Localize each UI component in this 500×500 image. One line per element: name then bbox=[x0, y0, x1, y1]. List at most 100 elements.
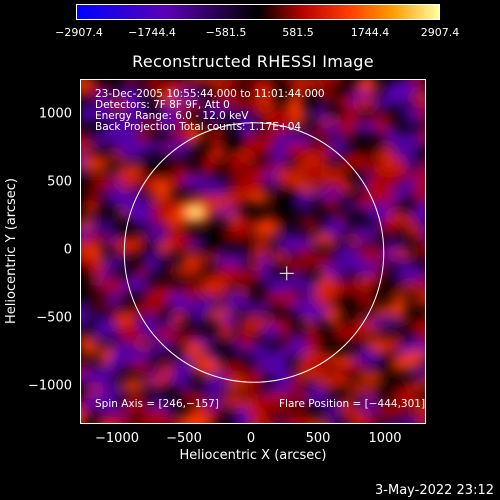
heatmap-blob bbox=[116, 139, 148, 160]
heatmap-blob bbox=[354, 275, 380, 288]
x-tick-label: −1000 bbox=[95, 431, 139, 446]
heatmap-blob bbox=[388, 248, 418, 259]
heatmap-blob bbox=[252, 239, 274, 252]
heatmap-blob bbox=[204, 80, 230, 88]
heatmap-blob bbox=[141, 408, 173, 423]
flare-position-text: Flare Position = [−444,301] bbox=[279, 398, 426, 410]
heatmap-blob bbox=[330, 291, 365, 317]
heatmap-blob bbox=[225, 223, 246, 241]
heatmap-blob bbox=[92, 317, 118, 342]
y-tick-label: 500 bbox=[47, 174, 72, 190]
x-tick-label: 1000 bbox=[368, 431, 402, 446]
heatmap-blob bbox=[237, 113, 256, 138]
heatmap-blob bbox=[391, 293, 408, 320]
heatmap-blob bbox=[108, 80, 126, 96]
heatmap-blob bbox=[168, 296, 197, 314]
heatmap-blob bbox=[393, 392, 411, 418]
heatmap-blob bbox=[112, 235, 142, 257]
heatmap-blob bbox=[188, 255, 211, 268]
heatmap-blob bbox=[214, 252, 248, 270]
annotation-method-counts: Back Projection Total counts: 1.17E+04 bbox=[95, 121, 302, 133]
chart-title: Reconstructed RHESSI Image bbox=[132, 52, 374, 71]
heatmap-blob bbox=[103, 255, 127, 270]
heatmap-blob bbox=[126, 361, 155, 374]
heatmap-blob bbox=[81, 393, 115, 412]
heatmap-blob bbox=[298, 304, 333, 323]
plot-timestamp: 3-May-2022 23:12 bbox=[375, 483, 494, 498]
colorbar-tick-label: −2907.4 bbox=[55, 26, 103, 39]
heatmap-blob bbox=[318, 88, 336, 103]
heatmap-blob bbox=[393, 354, 417, 372]
heatmap-blob bbox=[307, 389, 331, 405]
heatmap-blob bbox=[81, 336, 99, 358]
heatmap-blob bbox=[110, 341, 139, 352]
heatmap-blob bbox=[309, 419, 331, 423]
heatmap-blob bbox=[270, 250, 289, 265]
heatmap-blob bbox=[359, 286, 375, 308]
heatmap-blob bbox=[81, 93, 89, 107]
heatmap-blob bbox=[316, 373, 350, 391]
y-axis-label: Heliocentric Y (arcsec) bbox=[4, 178, 19, 324]
heatmap-blob bbox=[147, 375, 175, 388]
heatmap-blob bbox=[257, 254, 274, 280]
spin-axis-text: Spin Axis = [246,−157] bbox=[95, 398, 219, 410]
heatmap-blob bbox=[94, 106, 113, 124]
colorbar-tick-label: −1744.4 bbox=[128, 26, 176, 39]
heatmap-blob bbox=[217, 191, 249, 208]
colorbar bbox=[76, 4, 440, 20]
heatmap-blob bbox=[198, 231, 224, 257]
heatmap-blob bbox=[226, 152, 247, 176]
heatmap-blob bbox=[423, 208, 425, 219]
heatmap-blob bbox=[83, 150, 115, 161]
heatmap-blob bbox=[226, 80, 243, 88]
heatmap-blob bbox=[171, 309, 187, 329]
heatmap-blob bbox=[352, 224, 380, 243]
heatmap-blob bbox=[194, 296, 218, 311]
heatmap-blob bbox=[282, 274, 310, 291]
heatmap-blob bbox=[223, 291, 250, 311]
heatmap-blob bbox=[350, 361, 366, 374]
heatmap-blob bbox=[287, 236, 320, 249]
heatmap-blob bbox=[243, 367, 264, 393]
heatmap-blob bbox=[354, 121, 379, 134]
heatmap-blob bbox=[279, 184, 303, 206]
heatmap-blob bbox=[180, 410, 214, 423]
heatmap-blob bbox=[375, 270, 401, 296]
heatmap-blob bbox=[179, 390, 199, 404]
heatmap-blob bbox=[120, 275, 150, 294]
heatmap-blob bbox=[118, 166, 134, 192]
heatmap-blob bbox=[81, 305, 92, 327]
image-plot-area: 23-Dec-2005 10:55:44.000 to 11:01:44.000… bbox=[80, 79, 426, 424]
heatmap-blob bbox=[198, 274, 231, 300]
annotation-block: 23-Dec-2005 10:55:44.000 to 11:01:44.000… bbox=[95, 89, 325, 133]
colorbar-tick-label: 581.5 bbox=[282, 26, 314, 39]
heatmap-blob bbox=[270, 204, 294, 230]
heatmap-blob bbox=[424, 352, 425, 355]
heatmap-blob bbox=[81, 158, 110, 172]
heatmap-blob bbox=[188, 124, 203, 146]
heatmap-blob bbox=[412, 144, 425, 163]
heatmap-blob bbox=[85, 192, 102, 207]
x-tick-label: −500 bbox=[166, 431, 202, 446]
y-tick-label: −1000 bbox=[28, 378, 72, 394]
flare-source bbox=[188, 207, 201, 218]
y-tick-label: −500 bbox=[36, 310, 72, 326]
heatmap-blob bbox=[172, 355, 194, 377]
colorbar-tick-label: −581.5 bbox=[205, 26, 247, 39]
heatmap-blob bbox=[327, 420, 341, 423]
heatmap-blob bbox=[416, 101, 425, 122]
heatmap-blob bbox=[293, 261, 316, 272]
heatmap-blob bbox=[320, 261, 350, 279]
heatmap-blob bbox=[191, 307, 207, 326]
heatmap-blob bbox=[383, 128, 405, 147]
spin-axis-marker bbox=[279, 266, 294, 281]
heatmap-blob bbox=[170, 266, 203, 279]
heatmap-blob bbox=[341, 179, 356, 196]
heatmap-blob bbox=[135, 337, 151, 351]
heatmap-blob bbox=[306, 162, 324, 188]
heatmap-blob bbox=[412, 182, 425, 207]
heatmap-blob bbox=[182, 343, 208, 358]
heatmap-blob bbox=[175, 153, 194, 167]
heatmap-blob bbox=[366, 317, 401, 328]
heatmap-blob bbox=[403, 265, 425, 282]
